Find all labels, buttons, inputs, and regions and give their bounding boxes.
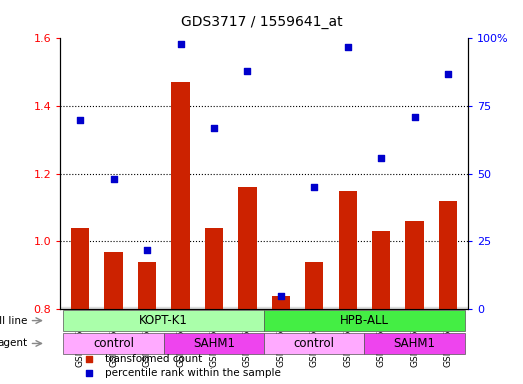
Point	[377, 154, 385, 161]
Point	[277, 293, 285, 299]
Point	[143, 247, 151, 253]
Bar	[439, 201, 457, 309]
Point	[243, 68, 252, 74]
Bar	[264, 310, 465, 331]
Point	[444, 71, 452, 77]
Text: SAHM1: SAHM1	[394, 337, 436, 350]
Point	[210, 125, 218, 131]
Bar	[372, 231, 390, 309]
Text: agent: agent	[0, 338, 28, 348]
Point	[519, 176, 523, 182]
Point	[519, 303, 523, 309]
Bar	[172, 83, 190, 309]
Bar	[238, 187, 257, 309]
Text: control: control	[294, 337, 335, 350]
Bar	[338, 191, 357, 309]
Text: HPB-ALL: HPB-ALL	[340, 314, 389, 327]
Text: GDS3717 / 1559641_at: GDS3717 / 1559641_at	[180, 15, 343, 29]
Text: transformed count: transformed count	[105, 354, 202, 364]
Text: cell line: cell line	[0, 316, 28, 326]
Bar	[105, 252, 123, 309]
Bar	[264, 333, 365, 354]
Bar	[271, 296, 290, 309]
Text: SAHM1: SAHM1	[193, 337, 235, 350]
Bar	[63, 333, 164, 354]
Bar	[71, 228, 89, 309]
Point	[310, 184, 319, 190]
Bar	[205, 228, 223, 309]
Bar	[405, 221, 424, 309]
Bar	[164, 333, 264, 354]
Point	[109, 176, 118, 182]
Text: KOPT-K1: KOPT-K1	[139, 314, 188, 327]
Text: percentile rank within the sample: percentile rank within the sample	[105, 368, 281, 378]
Point	[411, 114, 419, 120]
Point	[176, 41, 185, 47]
Bar	[63, 310, 264, 331]
Bar	[365, 333, 465, 354]
Bar	[138, 262, 156, 309]
Bar	[305, 262, 323, 309]
Text: control: control	[93, 337, 134, 350]
Bar	[60, 308, 468, 309]
Point	[344, 43, 352, 50]
Point	[76, 117, 84, 123]
